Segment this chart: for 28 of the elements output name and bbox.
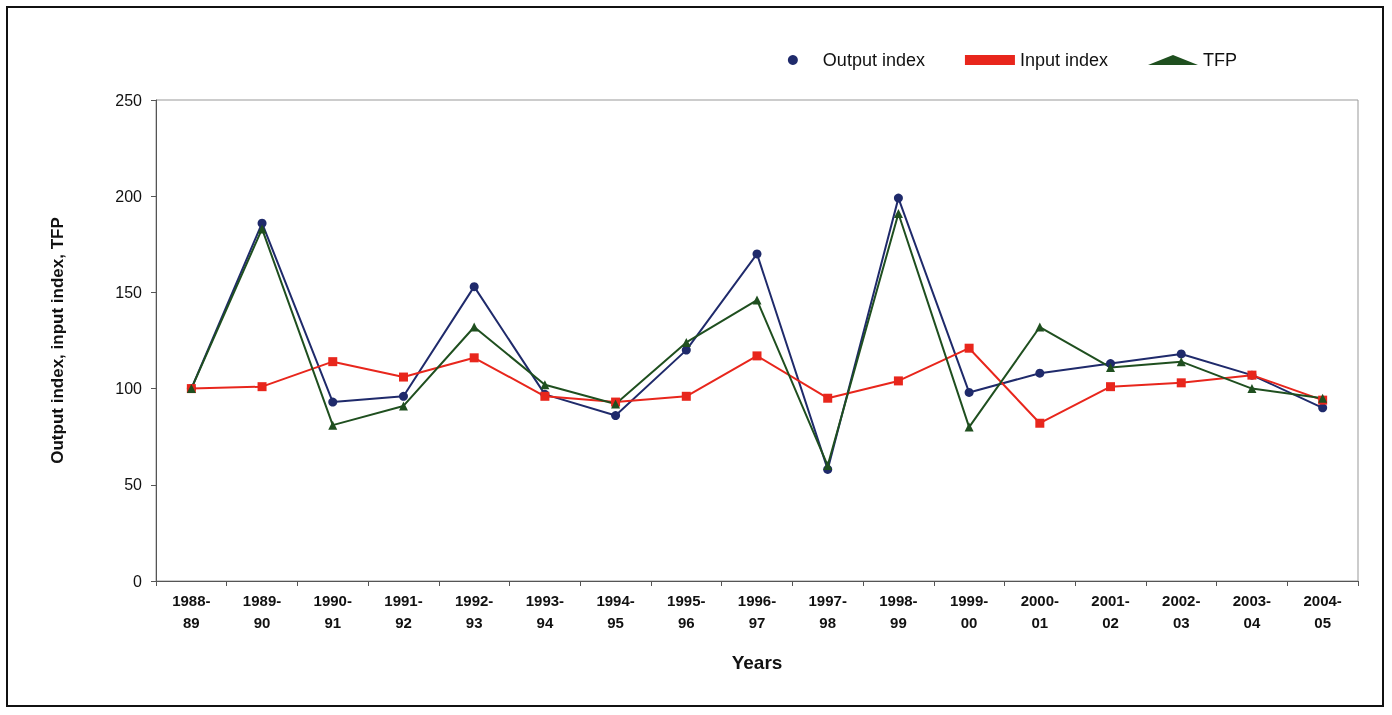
- x-tick-label: 1998-99: [879, 591, 918, 631]
- legend-label: Input index: [1019, 50, 1109, 70]
- x-tick-label: 2002-03: [1162, 591, 1201, 631]
- y-tick-label: 150: [115, 283, 143, 301]
- x-tick-label: 1992-93: [454, 591, 494, 631]
- legend-label: Output index: [822, 50, 925, 70]
- y-axis-title: Output index, input index, TFP: [48, 217, 67, 464]
- y-tick-label: 200: [115, 187, 143, 205]
- y-tick-label: 250: [115, 91, 143, 109]
- x-tick-label: 1991-92: [384, 591, 423, 631]
- x-tick-label: 1994-95: [596, 591, 635, 631]
- legend-label: TFP: [1203, 50, 1237, 70]
- y-tick-label: 100: [115, 380, 143, 398]
- y-tick-label: 50: [124, 476, 143, 494]
- x-tick-label: 2000-01: [1020, 591, 1060, 631]
- x-tick-label: 1996-97: [737, 591, 777, 631]
- x-tick-label: 1995-96: [667, 591, 706, 631]
- x-tick-label: 1997-98: [808, 591, 847, 631]
- y-tick-label: 0: [133, 572, 143, 590]
- x-axis-title: Years: [731, 652, 783, 673]
- x-tick-label: 1993-94: [525, 591, 565, 631]
- x-tick-label: 2001-02: [1091, 591, 1130, 631]
- x-tick-label: 1999-00: [949, 591, 989, 631]
- x-tick-label: 1988-89: [172, 591, 211, 631]
- x-tick-label: 2004-05: [1303, 591, 1342, 631]
- x-tick-label: 1989-90: [242, 591, 282, 631]
- x-tick-label: 2003-04: [1232, 591, 1272, 631]
- x-tick-label: 1990-91: [313, 591, 352, 631]
